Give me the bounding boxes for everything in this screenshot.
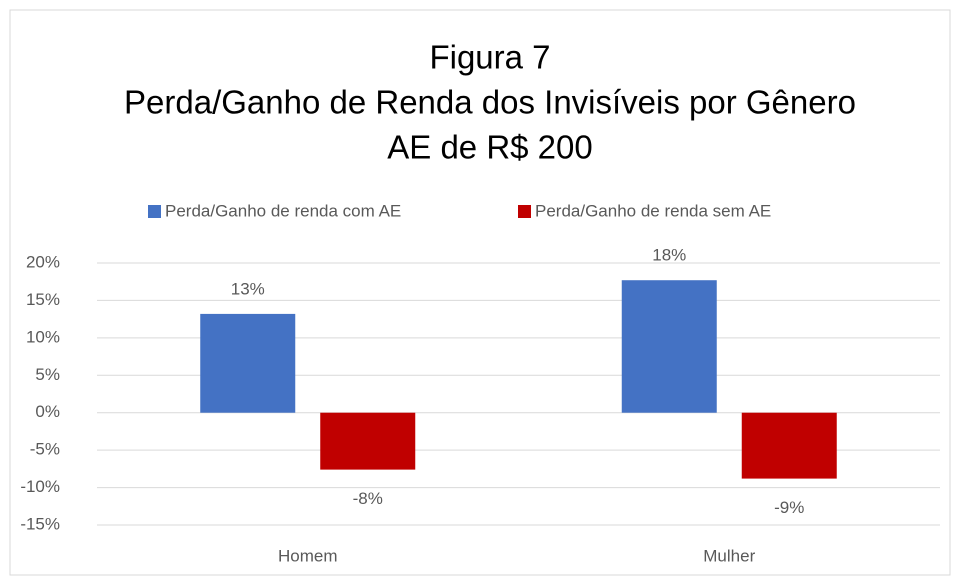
- bar: [320, 412, 416, 470]
- y-tick-label: 20%: [26, 252, 60, 271]
- chart-title: Figura 7: [429, 39, 550, 76]
- bar: [200, 313, 296, 413]
- y-tick-label: -15%: [20, 514, 60, 533]
- bar: [741, 412, 837, 479]
- x-tick-label: Homem: [278, 546, 338, 565]
- legend-label: Perda/Ganho de renda sem AE: [535, 201, 771, 220]
- y-tick-label: -10%: [20, 477, 60, 496]
- data-label: -9%: [774, 498, 804, 517]
- chart-border: [9, 9, 951, 576]
- data-label: -8%: [353, 489, 383, 508]
- legend-label: Perda/Ganho de renda com AE: [165, 201, 401, 220]
- data-label: 18%: [652, 246, 686, 265]
- x-tick-label: Mulher: [703, 546, 755, 565]
- data-label: 13%: [231, 279, 265, 298]
- y-tick-label: 15%: [26, 290, 60, 309]
- bar: [621, 280, 717, 413]
- chart-title: AE de R$ 200: [387, 129, 592, 166]
- chart-title: Perda/Ganho de Renda dos Invisíveis por …: [124, 84, 856, 121]
- y-tick-label: -5%: [30, 440, 60, 459]
- y-tick-label: 0%: [35, 402, 60, 421]
- legend-swatch: [148, 205, 161, 218]
- y-tick-label: 10%: [26, 327, 60, 346]
- y-tick-label: 5%: [35, 365, 60, 384]
- legend-swatch: [518, 205, 531, 218]
